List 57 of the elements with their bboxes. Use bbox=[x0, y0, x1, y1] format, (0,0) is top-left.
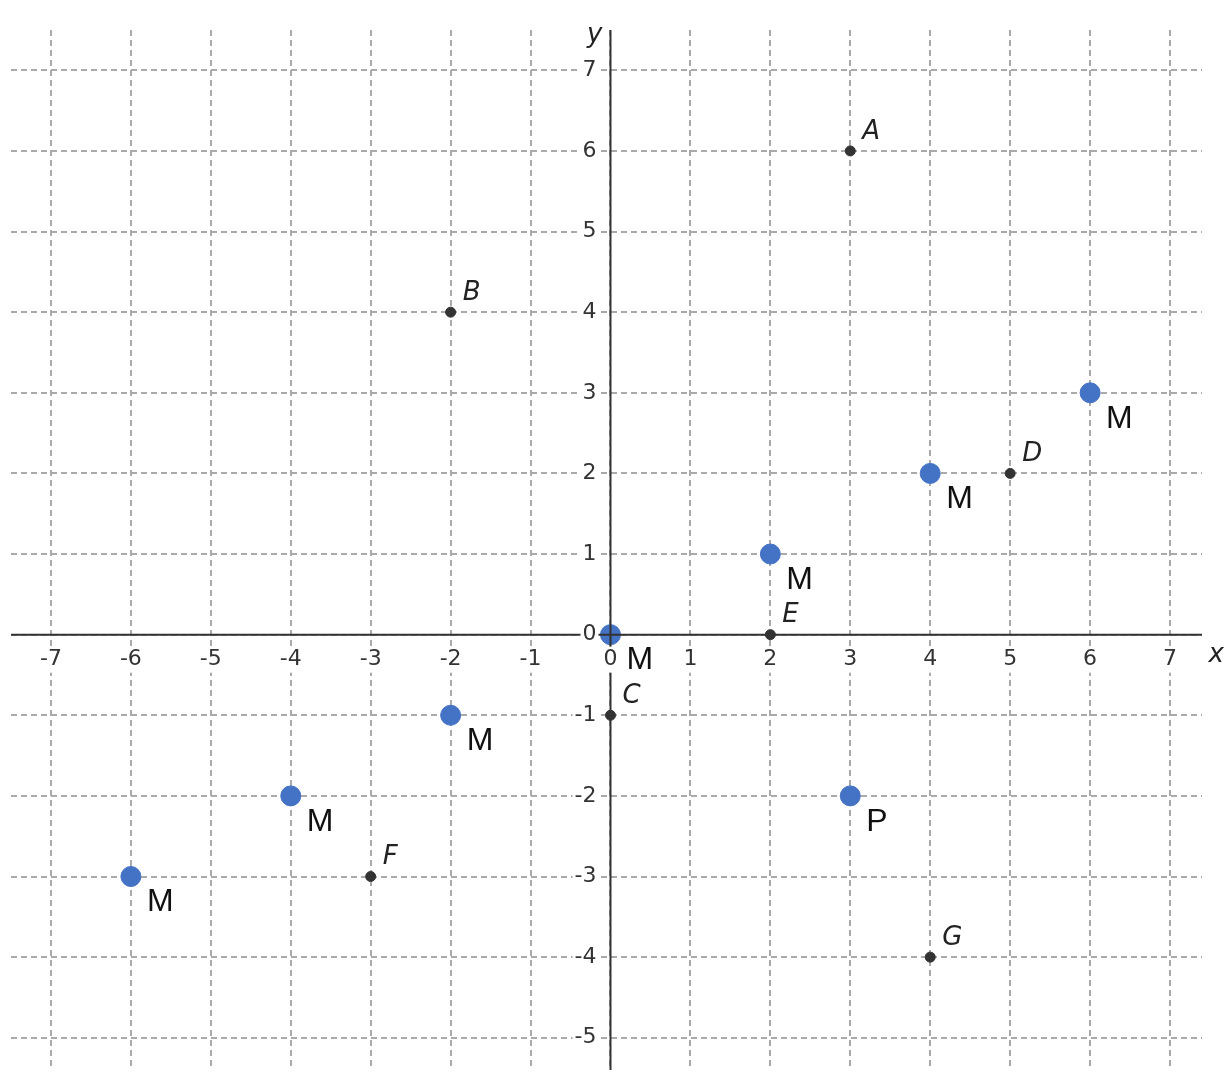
y-tick-label: 0 bbox=[582, 620, 597, 646]
x-tick-label: 4 bbox=[923, 645, 938, 671]
point bbox=[1079, 382, 1101, 404]
point bbox=[120, 866, 142, 888]
x-tick-label: 1 bbox=[683, 645, 698, 671]
point bbox=[445, 306, 457, 318]
data-label: A bbox=[860, 114, 881, 145]
y-tick-label: -2 bbox=[574, 781, 597, 807]
x-tick-label: 5 bbox=[1003, 645, 1018, 671]
point bbox=[440, 704, 462, 726]
y-tick-label: -3 bbox=[574, 862, 597, 888]
data-label: P bbox=[866, 801, 888, 838]
y-tick-label: 6 bbox=[582, 136, 597, 162]
data-label: G bbox=[942, 920, 963, 951]
y-tick-label: 2 bbox=[582, 459, 597, 485]
data-label: M bbox=[466, 721, 494, 758]
data-label: M bbox=[1106, 398, 1133, 435]
x-tick-label: 3 bbox=[843, 645, 858, 671]
y-tick-label: 4 bbox=[582, 297, 597, 323]
data-label: M bbox=[786, 559, 814, 596]
x-tick-label: -1 bbox=[519, 645, 542, 671]
x-tick-label: 2 bbox=[763, 645, 778, 671]
x-tick-label: -7 bbox=[40, 645, 62, 671]
point bbox=[839, 785, 861, 807]
point bbox=[759, 543, 781, 565]
x-tick-label: 7 bbox=[1163, 645, 1178, 671]
x-tick-label: -3 bbox=[359, 645, 382, 671]
x-tick-label: -2 bbox=[439, 645, 462, 671]
data-label: M bbox=[946, 479, 973, 516]
y-tick-label: 1 bbox=[582, 539, 597, 565]
y-tick-label: -4 bbox=[574, 942, 597, 968]
y-tick-label: 5 bbox=[582, 217, 597, 243]
x-tick-label: -6 bbox=[119, 645, 142, 671]
y-axis-title: y bbox=[586, 17, 604, 48]
data-label: C bbox=[622, 679, 642, 710]
x-tick-label: -5 bbox=[199, 645, 222, 671]
y-tick-label: -5 bbox=[574, 1023, 597, 1049]
point bbox=[924, 951, 936, 963]
data-label: M bbox=[626, 640, 654, 677]
data-label: E bbox=[782, 598, 800, 629]
data-label: B bbox=[462, 275, 481, 306]
point bbox=[280, 785, 302, 807]
y-tick-label: 7 bbox=[582, 56, 597, 82]
data-label: M bbox=[306, 801, 334, 838]
point bbox=[365, 871, 377, 883]
point bbox=[1004, 467, 1016, 479]
data-label: D bbox=[1022, 437, 1043, 468]
x-tick-label: 6 bbox=[1083, 645, 1098, 671]
x-axis-title: x bbox=[1207, 638, 1225, 669]
point bbox=[919, 462, 941, 484]
x-tick-label: 0 bbox=[603, 645, 618, 671]
y-tick-label: -1 bbox=[574, 700, 597, 726]
point bbox=[844, 145, 856, 157]
y-tick-label: 3 bbox=[582, 378, 597, 404]
data-label: M bbox=[146, 882, 174, 919]
x-tick-label: -4 bbox=[279, 645, 302, 671]
data-label: F bbox=[382, 840, 399, 871]
